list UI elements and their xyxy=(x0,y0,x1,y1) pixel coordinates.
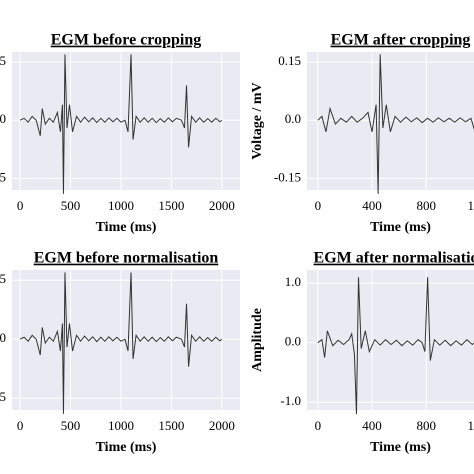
y-tick-label: 0.15 xyxy=(0,271,6,286)
y-tick-label: 0.15 xyxy=(0,53,6,68)
x-axis-label: Time (ms) xyxy=(370,440,431,455)
y-tick-label: 1.0 xyxy=(285,274,301,289)
x-tick-label: 0 xyxy=(315,198,322,213)
y-tick-label: -0.15 xyxy=(0,389,6,404)
x-tick-label: 1500 xyxy=(158,198,184,213)
x-tick-label: 1200 xyxy=(467,418,474,433)
x-axis-label: Time (ms) xyxy=(370,220,431,235)
x-axis-label: Time (ms) xyxy=(96,220,157,235)
signal-line xyxy=(19,54,223,194)
y-axis-label: Amplitude xyxy=(250,308,265,372)
plot-background xyxy=(307,270,474,410)
x-tick-label: 1000 xyxy=(108,418,134,433)
x-tick-label: 400 xyxy=(362,198,382,213)
y-tick-label: 0.0 xyxy=(285,111,301,126)
plot-background xyxy=(12,52,240,190)
x-tick-label: 1000 xyxy=(108,198,134,213)
x-tick-label: 800 xyxy=(416,418,436,433)
x-tick-label: 1200 xyxy=(467,198,474,213)
chart-title: EGM before cropping xyxy=(51,32,202,49)
x-tick-label: 1500 xyxy=(158,418,184,433)
x-tick-label: 0 xyxy=(17,198,24,213)
plot-background xyxy=(12,270,240,410)
x-tick-label: 2000 xyxy=(209,198,235,213)
signal-line xyxy=(317,277,474,415)
x-tick-label: 0 xyxy=(315,418,322,433)
x-tick-label: 500 xyxy=(61,198,81,213)
signal-line xyxy=(317,54,474,194)
x-tick-label: 800 xyxy=(416,198,436,213)
y-tick-label: 0.0 xyxy=(285,334,301,349)
x-axis-label: Time (ms) xyxy=(96,440,157,455)
chart-title: EGM before normalisation xyxy=(34,250,219,267)
y-axis-label: Voltage / mV xyxy=(250,82,265,159)
chart-title: EGM after cropping xyxy=(331,32,471,49)
x-tick-label: 0 xyxy=(17,418,24,433)
x-tick-label: 400 xyxy=(362,418,382,433)
y-tick-label: -1.0 xyxy=(280,393,301,408)
x-tick-label: 2000 xyxy=(209,418,235,433)
y-tick-label: 0.0 xyxy=(0,111,6,126)
plot-background xyxy=(307,52,474,190)
x-tick-label: 500 xyxy=(61,418,81,433)
y-tick-label: -0.15 xyxy=(0,169,6,184)
y-tick-label: -0.15 xyxy=(274,169,301,184)
y-tick-label: 0.15 xyxy=(278,53,301,68)
y-tick-label: 0.0 xyxy=(0,330,6,345)
signal-line xyxy=(19,272,223,414)
chart-title: EGM after normalisation xyxy=(314,250,474,267)
